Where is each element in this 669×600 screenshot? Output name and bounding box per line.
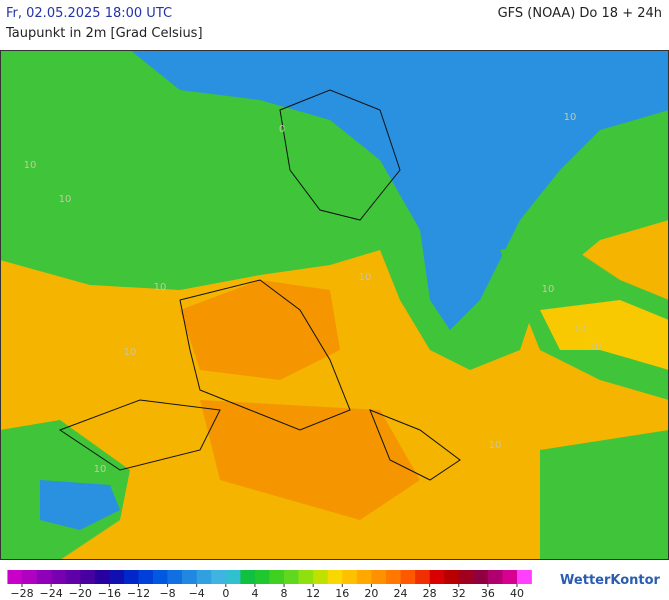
area-blue — [130, 50, 669, 330]
tick-label: −20 — [69, 587, 92, 600]
color-swatch — [7, 570, 23, 584]
contour-label: 10 — [59, 194, 72, 205]
color-swatch — [51, 570, 66, 584]
area-blue-sw — [40, 480, 120, 530]
contour-label: 0 — [279, 124, 285, 135]
color-swatch — [80, 570, 96, 584]
coastline — [179, 279, 351, 431]
tick-label: 36 — [481, 587, 495, 600]
color-swatch — [182, 570, 198, 584]
color-swatch — [123, 570, 139, 584]
color-swatch — [327, 570, 343, 584]
tick-label: −24 — [40, 587, 63, 600]
model-run: GFS (NOAA) Do 18 + 24h — [497, 6, 662, 21]
color-swatch — [458, 570, 474, 584]
color-swatch — [36, 570, 52, 584]
color-swatch — [313, 570, 329, 584]
color-swatch — [153, 570, 168, 584]
color-swatch — [240, 570, 256, 584]
color-swatch — [444, 570, 460, 584]
valid-time: Fr, 02.05.2025 18:00 UTC — [6, 6, 173, 21]
color-swatch — [254, 570, 270, 584]
tick-label: 32 — [452, 587, 466, 600]
area-yellow-east — [540, 300, 669, 370]
logo: WetterKontor — [560, 573, 661, 588]
contour-label: 10 — [94, 464, 107, 475]
color-swatch — [356, 570, 372, 584]
color-swatch — [284, 570, 299, 584]
color-swatch — [298, 570, 314, 584]
contour-label: 10 — [589, 342, 602, 353]
contour-label: 10 — [542, 284, 555, 295]
contour-label: 10 — [359, 272, 372, 283]
color-swatch — [342, 570, 358, 584]
contour-label: 10 — [489, 440, 502, 451]
tick-label: 12 — [306, 587, 320, 600]
area-orange — [180, 280, 340, 380]
color-swatch — [65, 570, 81, 584]
color-swatch — [94, 570, 110, 584]
color-swatch — [371, 570, 387, 584]
color-swatch — [269, 570, 285, 584]
color-swatch — [385, 570, 401, 584]
tick-label: 16 — [335, 587, 349, 600]
contour-label: 10 — [574, 324, 587, 335]
color-swatch — [517, 570, 532, 584]
color-swatch — [167, 570, 183, 584]
contour-label: 10 — [154, 282, 167, 293]
contour-label: 10 — [24, 160, 37, 171]
color-swatch — [138, 570, 154, 584]
area-green-se — [540, 430, 669, 560]
color-swatch — [22, 570, 37, 584]
tick-label: 24 — [394, 587, 408, 600]
contour-label: 10 — [124, 347, 137, 358]
color-swatch — [109, 570, 125, 584]
tick-label: 4 — [251, 587, 258, 600]
tick-label: −12 — [127, 587, 150, 600]
area-orange-med — [200, 400, 420, 520]
coastline — [58, 399, 221, 471]
tick-label: −8 — [159, 587, 175, 600]
color-swatch — [487, 570, 503, 584]
color-swatch — [211, 570, 227, 584]
tick-label: −28 — [10, 587, 33, 600]
color-swatch — [429, 570, 445, 584]
tick-label: 20 — [364, 587, 378, 600]
color-swatch — [196, 570, 212, 584]
tick-label: 28 — [423, 587, 437, 600]
color-swatch — [225, 570, 241, 584]
tick-label: 40 — [510, 587, 524, 600]
coastline — [279, 89, 401, 221]
tick-label: 8 — [281, 587, 288, 600]
color-swatch — [473, 570, 489, 584]
tick-label: 0 — [222, 587, 229, 600]
contour-label: 10 — [564, 112, 577, 123]
variable: Taupunkt in 2m [Grad Celsius] — [6, 26, 203, 41]
color-swatch — [415, 570, 430, 584]
legend: WetterKontor −28 −24 −20 −16 −12 −8 −4 0 4 8 12 16 2… — [7, 570, 661, 600]
tick-label: −16 — [98, 587, 121, 600]
color-swatch — [502, 570, 518, 584]
color-swatch — [400, 570, 416, 584]
tick-label: −4 — [189, 587, 205, 600]
coastline — [369, 409, 461, 481]
